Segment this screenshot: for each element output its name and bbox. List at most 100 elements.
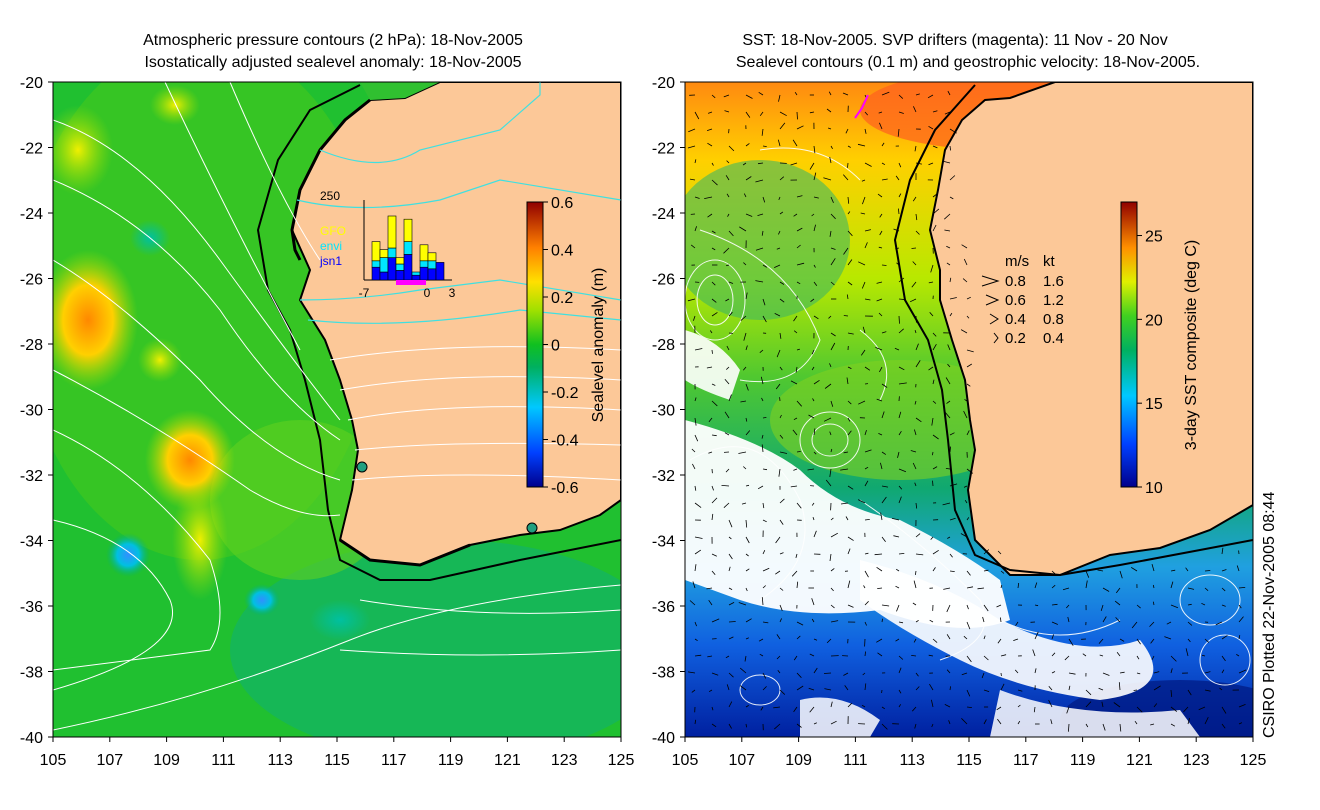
velocity-arrow [728,311,733,317]
velocity-legend-ms: 0.4 [1005,311,1026,328]
velocity-arrow [895,638,900,642]
right-x-tick-label: 117 [1013,752,1039,769]
velocity-arrow [1221,706,1227,714]
velocity-arrow [796,502,802,509]
velocity-arrow [726,684,730,691]
velocity-arrow [687,298,696,302]
velocity-arrow [944,229,951,232]
inset-bar-yellow [379,249,389,258]
velocity-arrow [694,226,697,232]
velocity-arrow [745,637,749,640]
velocity-arrow [1102,587,1110,592]
velocity-arrow [1221,604,1226,607]
velocity-arrow [1032,649,1036,657]
velocity-arrow [760,706,764,711]
right-x-tick-label: 121 [1126,752,1153,769]
velocity-arrow [983,549,990,555]
velocity-arrow [929,312,934,317]
velocity-arrow [981,672,985,679]
velocity-arrow [726,345,730,351]
velocity-arrow [1187,621,1193,626]
velocity-arrow [694,111,700,120]
velocity-arrow [1015,621,1019,626]
velocity-arrow [945,468,951,470]
velocity-arrow [949,553,953,558]
velocity-arrow [847,332,854,335]
velocity-arrow [1101,701,1104,708]
velocity-arrow [877,587,883,589]
velocity-arrow [1114,600,1121,606]
left-sea-patch [230,540,621,737]
velocity-arrow [830,701,833,708]
velocity-arrow [911,706,917,712]
velocity-arrow [706,366,713,369]
velocity-arrow [1170,569,1176,572]
velocity-arrow [864,621,867,626]
velocity-arrow [1164,636,1172,640]
velocity-arrow [1085,570,1090,578]
velocity-arrow [949,196,954,200]
velocity-arrow [741,502,747,505]
velocity-arrow [915,672,919,677]
velocity-arrow [1102,616,1107,623]
velocity-arrow [879,213,883,218]
velocity-arrow [709,330,713,334]
velocity-arrow [1085,723,1089,728]
velocity-arrow [779,122,786,130]
velocity-arrow [745,345,748,351]
velocity-arrow [745,213,753,217]
velocity-arrow [932,379,935,385]
velocity-arrow [762,550,766,555]
velocity-arrow [1221,655,1226,662]
velocity-arrow [1000,683,1005,691]
velocity-arrow [711,497,718,504]
velocity-arrow [743,262,747,266]
sealevel-colorbar-tick-label: 0.6 [551,195,573,212]
velocity-arrow [1067,616,1070,623]
velocity-arrow [742,162,747,166]
velocity-arrow [813,451,817,455]
velocity-arrow [1050,719,1053,725]
inset-legend-envi: envi [320,239,342,253]
velocity-arrow [1187,638,1191,643]
velocity-arrow [881,264,887,266]
velocity-arrow [928,281,934,284]
velocity-arrow [830,247,836,250]
velocity-arrow [762,298,766,306]
velocity-arrow [808,414,815,419]
velocity-arrow [895,568,900,572]
velocity-arrow [762,686,767,691]
velocity-arrow [1098,687,1104,691]
velocity-arrow [745,417,748,422]
velocity-arrow [946,604,951,613]
velocity-arrow [931,723,934,728]
anomaly-low [310,600,370,640]
velocity-arrow [898,667,902,674]
right-y-tick-label: -34 [652,534,675,551]
left-y-tick-label: -40 [20,730,43,747]
velocity-arrow [949,297,957,300]
sealevel-colorbar-tick-label: -0.6 [551,480,579,497]
velocity-arrow [774,723,781,730]
velocity-arrow [745,723,747,728]
velocity-arrow [711,312,718,317]
velocity-arrow [813,315,819,320]
velocity-arrow [913,580,917,589]
velocity-arrow [864,111,869,116]
velocity-arrow [809,653,815,657]
velocity-arrow [1238,587,1246,589]
velocity-arrow [711,618,720,623]
velocity-arrow [1068,685,1071,691]
velocity-arrow [724,378,730,385]
velocity-arrow [728,636,734,640]
velocity-arrow [694,502,702,508]
velocity-arrow [796,723,802,728]
velocity-arrow [745,292,748,300]
velocity-arrow [932,400,937,404]
velocity-arrow [947,536,951,539]
velocity-arrow [745,383,749,391]
velocity-arrow [1221,723,1226,729]
velocity-arrow [932,343,937,351]
velocity-arrow [966,586,974,589]
velocity-arrow [728,145,735,152]
